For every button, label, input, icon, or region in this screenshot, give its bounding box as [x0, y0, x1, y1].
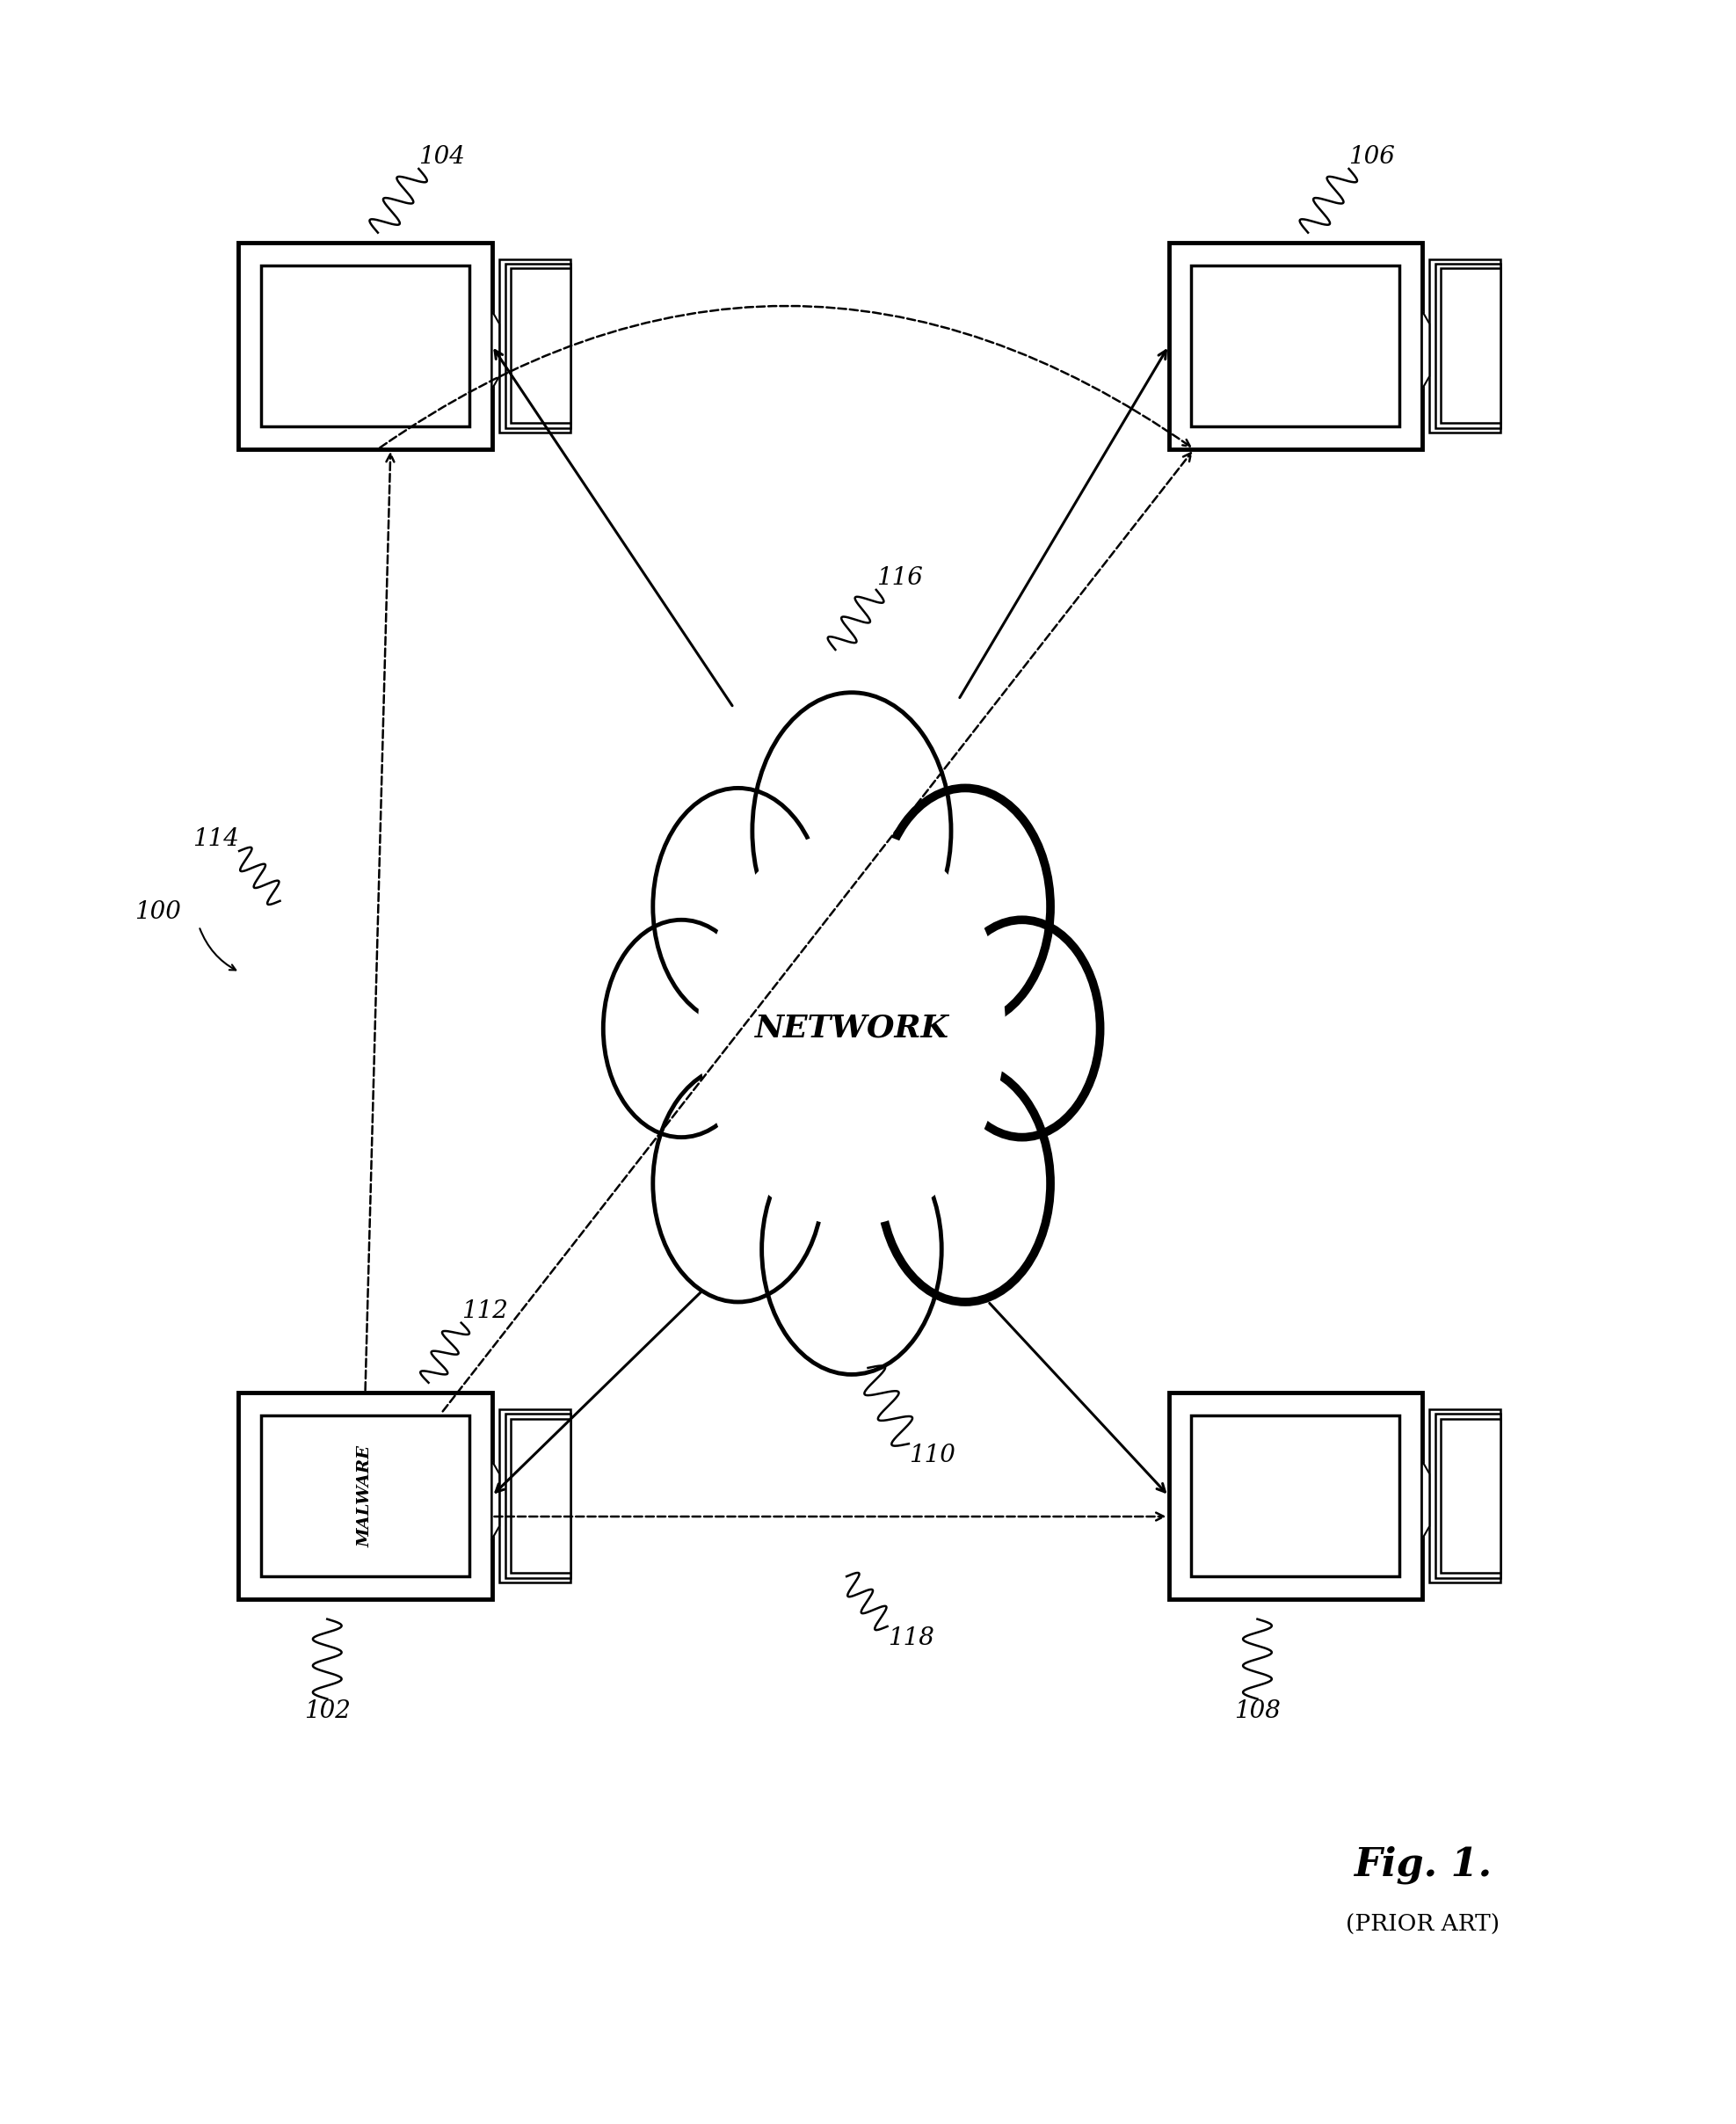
Ellipse shape [602, 920, 759, 1136]
Bar [500, 1408, 571, 1582]
Bar [1191, 1415, 1399, 1576]
Text: 106: 106 [1349, 144, 1396, 168]
Bar [1436, 1415, 1502, 1578]
Text: 108: 108 [1234, 1699, 1281, 1723]
Text: 100: 100 [135, 901, 181, 924]
Ellipse shape [752, 692, 951, 969]
Bar [260, 1415, 469, 1576]
Polygon shape [1422, 1461, 1429, 1540]
Bar [1441, 268, 1502, 423]
Text: 116: 116 [877, 567, 922, 590]
Ellipse shape [653, 788, 823, 1026]
Text: 110: 110 [910, 1444, 955, 1468]
Ellipse shape [698, 830, 1005, 1226]
Bar [1429, 1408, 1502, 1582]
Text: (PRIOR ART): (PRIOR ART) [1345, 1914, 1500, 1935]
Text: 118: 118 [887, 1627, 934, 1650]
Ellipse shape [880, 1064, 1050, 1302]
Ellipse shape [944, 920, 1101, 1136]
Bar [510, 1419, 571, 1574]
Bar [505, 263, 571, 427]
Bar [1168, 1393, 1422, 1599]
Bar [500, 259, 571, 433]
Bar [1436, 263, 1502, 427]
Bar [238, 242, 491, 448]
Text: 104: 104 [418, 144, 465, 168]
Ellipse shape [880, 788, 1050, 1026]
Bar [260, 266, 469, 427]
Text: 112: 112 [462, 1300, 507, 1323]
Bar [1191, 266, 1399, 427]
Text: NETWORK: NETWORK [755, 1013, 950, 1043]
Text: 114: 114 [193, 826, 240, 852]
Polygon shape [491, 310, 500, 389]
Bar [505, 1415, 571, 1578]
Bar [510, 268, 571, 423]
Polygon shape [491, 1461, 500, 1540]
Text: 102: 102 [304, 1699, 351, 1723]
Bar [1168, 242, 1422, 448]
Ellipse shape [762, 1124, 941, 1374]
Bar [1441, 1419, 1502, 1574]
Ellipse shape [686, 813, 1017, 1243]
Polygon shape [1422, 310, 1429, 389]
Bar [238, 1393, 491, 1599]
Text: MALWARE: MALWARE [358, 1444, 373, 1546]
Bar [1429, 259, 1502, 433]
Text: Fig. 1.: Fig. 1. [1354, 1846, 1491, 1884]
Ellipse shape [653, 1064, 823, 1302]
